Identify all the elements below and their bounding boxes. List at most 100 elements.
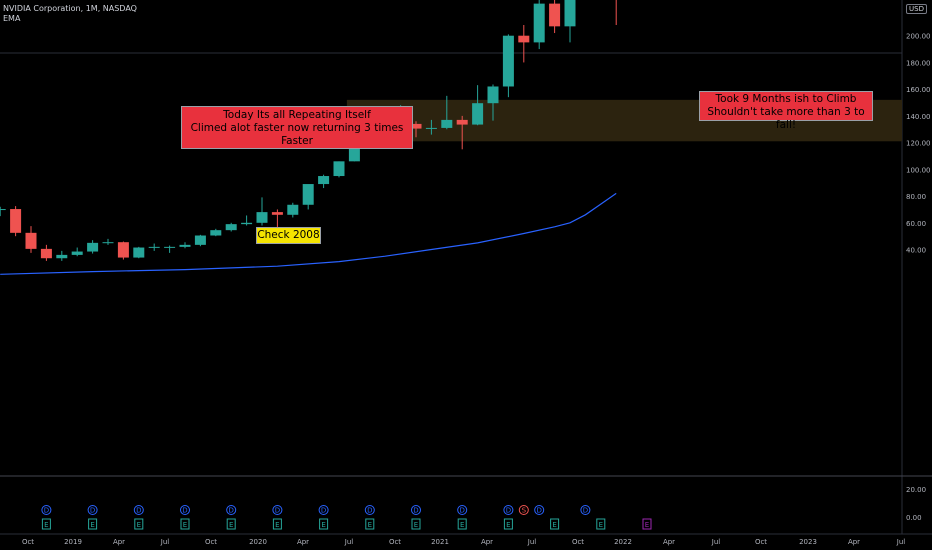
earnings-marker-label: E: [90, 521, 94, 529]
earnings-marker-box: [88, 518, 98, 530]
event-marker-circle: [87, 505, 98, 515]
earnings-marker-box: [134, 518, 144, 530]
candle-body: [71, 251, 83, 255]
candle-body: [148, 246, 160, 248]
candle-body: [102, 242, 114, 244]
earnings-marker-box: [180, 518, 190, 530]
event-marker-label: D: [182, 507, 187, 515]
annotation-check-2008[interactable]: Check 2008: [256, 227, 321, 244]
x-tick-label: Jul: [896, 538, 906, 546]
event-marker-circle: [133, 505, 144, 515]
y-tick-label: 200.00: [906, 33, 931, 41]
annotation-line: Shouldn't take more than 3 to fall!: [707, 106, 865, 131]
indicator-legend: EMA: [3, 14, 24, 24]
x-tick-label: 2021: [431, 538, 449, 546]
annotation-line: Climed alot faster now returning 3 times…: [190, 122, 404, 147]
earnings-marker-box: [457, 518, 467, 530]
event-marker-circle: [226, 505, 237, 515]
y-tick-label: 140.00: [906, 113, 931, 121]
x-tick-label: Oct: [755, 538, 767, 546]
currency-badge[interactable]: USD: [906, 4, 927, 14]
annotation-took-9-months[interactable]: Took 9 Months ish to Climb Shouldn't tak…: [699, 91, 873, 131]
earnings-marker-box: [226, 518, 236, 530]
event-marker-label: D: [583, 507, 588, 515]
event-marker-label: D: [44, 507, 49, 515]
candle-body: [256, 212, 268, 223]
candle-body: [117, 242, 129, 258]
event-marker-circle: [411, 505, 421, 515]
x-tick-label: Apr: [848, 538, 860, 546]
event-marker-circle: [180, 505, 190, 515]
y-tick-label: 40.00: [906, 247, 926, 255]
y-tick-label: 100.00: [906, 166, 931, 174]
y-tick-label: 180.00: [906, 59, 931, 67]
candle-body: [533, 3, 545, 43]
x-tick-label: Jul: [160, 538, 170, 546]
earnings-marker-box: [272, 518, 282, 530]
event-marker-circle: [272, 505, 283, 515]
candle-body: [333, 161, 345, 177]
candle-body: [425, 127, 437, 129]
candle-body: [549, 3, 561, 27]
event-marker-circle: [457, 505, 468, 515]
event-marker-label: D: [229, 507, 234, 515]
candle-body: [441, 119, 453, 128]
event-marker-circle: [41, 505, 52, 515]
x-tick-label: Jul: [527, 538, 537, 546]
earnings-marker-label: E: [552, 521, 556, 529]
event-marker-circle: [534, 505, 545, 515]
candle-body: [564, 0, 576, 27]
earnings-marker-box: [411, 518, 421, 530]
y-tick-label: 160.00: [906, 86, 931, 94]
candle-body: [241, 222, 253, 225]
candle-body: [194, 235, 206, 245]
earnings-marker-box: [365, 518, 375, 530]
event-marker-label: S: [522, 507, 527, 515]
candle-body: [225, 224, 237, 231]
candle-body: [87, 242, 99, 252]
candle-body: [410, 123, 422, 129]
x-tick-label: Jul: [711, 538, 721, 546]
x-tick-label: Oct: [205, 538, 217, 546]
candle-body: [287, 204, 299, 215]
x-tick-label: Apr: [297, 538, 309, 546]
event-marker-circle: [580, 505, 591, 515]
event-marker-circle: [503, 505, 514, 515]
event-marker-label: D: [537, 507, 542, 515]
earnings-marker-box: [319, 518, 329, 530]
osc-tick-label: 0.00: [906, 514, 922, 522]
earnings-marker-label: E: [137, 521, 141, 529]
x-tick-label: Jul: [344, 538, 354, 546]
earnings-marker-label: E: [321, 521, 325, 529]
earnings-marker-label: E: [229, 521, 233, 529]
earnings-marker-label: E: [414, 521, 418, 529]
symbol-header: NVIDIA Corporation, 1M, NASDAQ: [3, 4, 141, 14]
x-tick-label: Oct: [572, 538, 584, 546]
event-marker-label: D: [136, 507, 141, 515]
annotation-line: YEEEE HAAAAAA: [252, 148, 342, 160]
earnings-marker-label: E: [183, 521, 187, 529]
y-tick-label: 80.00: [906, 193, 926, 201]
candle-body: [133, 247, 145, 258]
event-marker-label: D: [460, 507, 465, 515]
event-marker-label: D: [275, 507, 280, 515]
event-marker-label: D: [90, 507, 95, 515]
candle-body: [210, 230, 222, 236]
earnings-marker-box: [41, 518, 51, 530]
candle-body: [25, 232, 37, 249]
annotation-line: Today Its all Repeating Itself: [223, 109, 371, 121]
candle-body: [164, 246, 176, 248]
x-tick-label: 2022: [614, 538, 632, 546]
earnings-marker-label: E: [599, 521, 603, 529]
symbol-title: NVIDIA Corporation, 1M, NASDAQ: [3, 4, 137, 13]
annotation-line: Took 9 Months ish to Climb: [715, 93, 857, 105]
indicator-name: EMA: [3, 14, 21, 23]
candle-body: [179, 244, 191, 247]
annotation-repeating[interactable]: Today Its all Repeating Itself Climed al…: [181, 106, 413, 160]
event-marker-label: D: [367, 507, 372, 515]
candle-body: [518, 35, 530, 43]
ema-line: [0, 192, 617, 275]
osc-tick-label: 20.00: [906, 486, 926, 494]
